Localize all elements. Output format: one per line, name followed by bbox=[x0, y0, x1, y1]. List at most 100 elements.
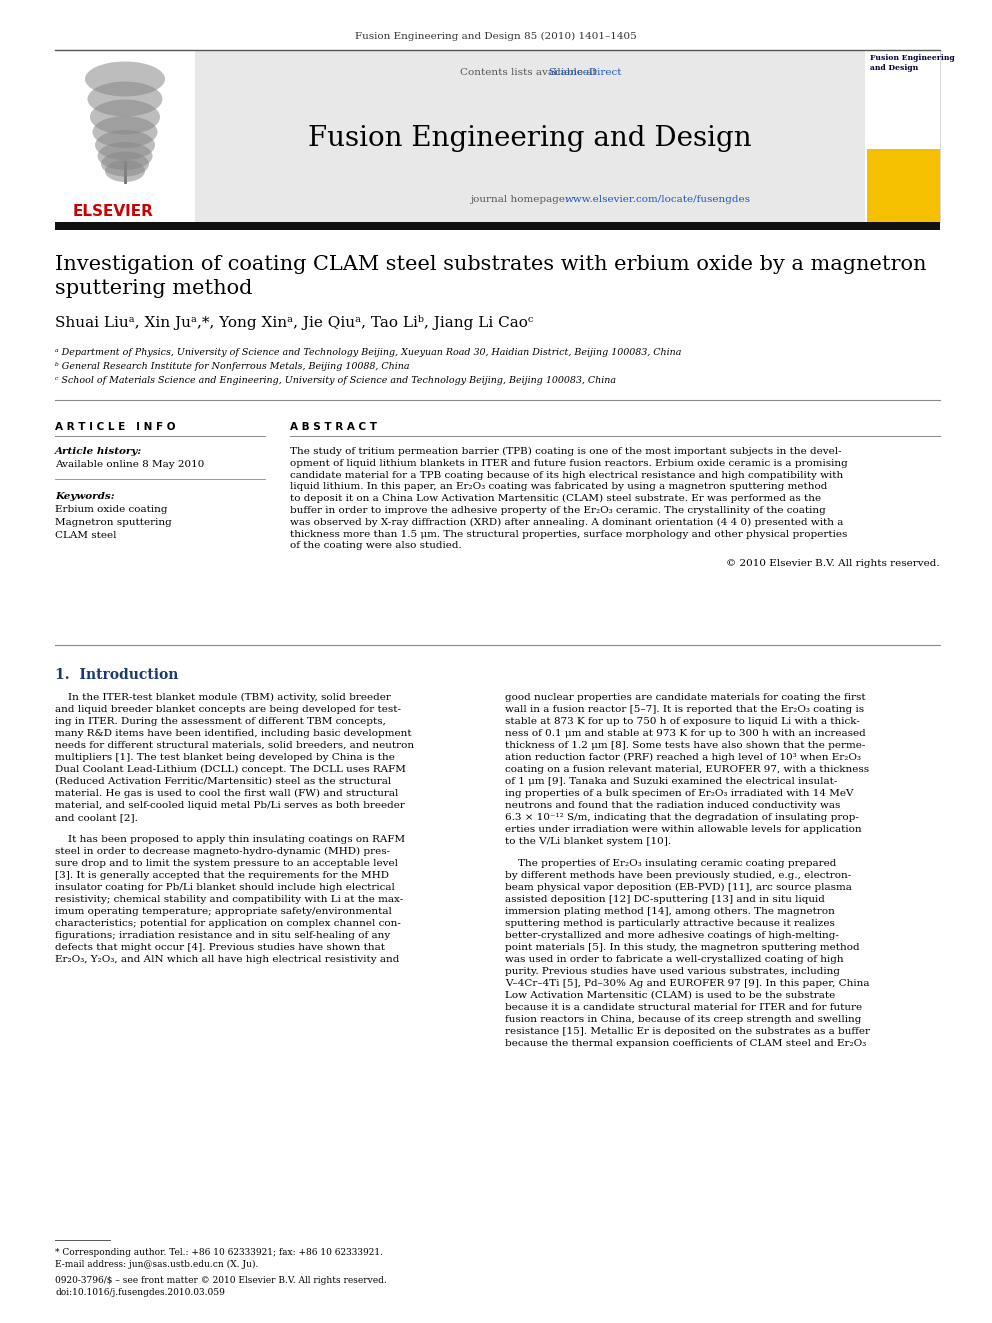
Text: multipliers [1]. The test blanket being developed by China is the: multipliers [1]. The test blanket being … bbox=[55, 753, 395, 762]
Text: thickness of 1.2 μm [8]. Some tests have also shown that the perme-: thickness of 1.2 μm [8]. Some tests have… bbox=[505, 741, 865, 750]
Text: Low Activation Martensitic (CLAM) is used to be the substrate: Low Activation Martensitic (CLAM) is use… bbox=[505, 991, 835, 1000]
Text: because the thermal expansion coefficients of CLAM steel and Er₂O₃: because the thermal expansion coefficien… bbox=[505, 1039, 866, 1048]
Text: Erbium oxide coating: Erbium oxide coating bbox=[55, 505, 168, 515]
Text: was observed by X-ray diffraction (XRD) after annealing. A dominant orientation : was observed by X-ray diffraction (XRD) … bbox=[290, 517, 843, 527]
Text: 6.3 × 10⁻¹² S/m, indicating that the degradation of insulating prop-: 6.3 × 10⁻¹² S/m, indicating that the deg… bbox=[505, 814, 859, 822]
Text: Available online 8 May 2010: Available online 8 May 2010 bbox=[55, 460, 204, 468]
Text: resistance [15]. Metallic Er is deposited on the substrates as a buffer: resistance [15]. Metallic Er is deposite… bbox=[505, 1027, 870, 1036]
Text: immersion plating method [14], among others. The magnetron: immersion plating method [14], among oth… bbox=[505, 906, 835, 916]
Text: Fusion Engineering: Fusion Engineering bbox=[870, 54, 954, 62]
Text: and Design: and Design bbox=[870, 64, 919, 71]
Text: insulator coating for Pb/Li blanket should include high electrical: insulator coating for Pb/Li blanket shou… bbox=[55, 882, 395, 892]
Text: material. He gas is used to cool the first wall (FW) and structural: material. He gas is used to cool the fir… bbox=[55, 789, 399, 798]
Ellipse shape bbox=[95, 130, 155, 160]
Text: opment of liquid lithium blankets in ITER and future fusion reactors. Erbium oxi: opment of liquid lithium blankets in ITE… bbox=[290, 459, 848, 468]
Text: ing properties of a bulk specimen of Er₂O₃ irradiated with 14 MeV: ing properties of a bulk specimen of Er₂… bbox=[505, 789, 853, 798]
Text: characteristics; potential for application on complex channel con-: characteristics; potential for applicati… bbox=[55, 918, 401, 927]
Ellipse shape bbox=[101, 152, 149, 176]
Text: [3]. It is generally accepted that the requirements for the MHD: [3]. It is generally accepted that the r… bbox=[55, 871, 389, 880]
Text: 0920-3796/$ – see front matter © 2010 Elsevier B.V. All rights reserved.: 0920-3796/$ – see front matter © 2010 El… bbox=[55, 1275, 387, 1285]
Text: buffer in order to improve the adhesive property of the Er₂O₃ ceramic. The cryst: buffer in order to improve the adhesive … bbox=[290, 505, 825, 515]
Text: A R T I C L E   I N F O: A R T I C L E I N F O bbox=[55, 422, 176, 433]
Text: ELSEVIER: ELSEVIER bbox=[73, 204, 154, 220]
Text: Keywords:: Keywords: bbox=[55, 492, 115, 501]
Text: coating on a fusion relevant material, EUROFER 97, with a thickness: coating on a fusion relevant material, E… bbox=[505, 765, 869, 774]
Text: figurations; irradiation resistance and in situ self-healing of any: figurations; irradiation resistance and … bbox=[55, 930, 390, 939]
Bar bbox=[195, 50, 865, 222]
Text: point materials [5]. In this study, the magnetron sputtering method: point materials [5]. In this study, the … bbox=[505, 942, 860, 951]
Text: ation reduction factor (PRF) reached a high level of 10³ when Er₂O₃: ation reduction factor (PRF) reached a h… bbox=[505, 753, 861, 762]
Ellipse shape bbox=[87, 82, 163, 116]
Text: neutrons and found that the radiation induced conductivity was: neutrons and found that the radiation in… bbox=[505, 800, 840, 810]
Bar bbox=[55, 222, 940, 230]
Text: needs for different structural materials, solid breeders, and neutron: needs for different structural materials… bbox=[55, 741, 414, 750]
Text: The properties of Er₂O₃ insulating ceramic coating prepared: The properties of Er₂O₃ insulating ceram… bbox=[505, 859, 836, 868]
Text: ScienceDirect: ScienceDirect bbox=[549, 67, 622, 77]
Text: better-crystallized and more adhesive coatings of high-melting-: better-crystallized and more adhesive co… bbox=[505, 930, 839, 939]
Text: was used in order to fabricate a well-crystallized coating of high: was used in order to fabricate a well-cr… bbox=[505, 955, 843, 963]
Text: because it is a candidate structural material for ITER and for future: because it is a candidate structural mat… bbox=[505, 1003, 862, 1012]
Text: resistivity; chemical stability and compatibility with Li at the max-: resistivity; chemical stability and comp… bbox=[55, 894, 404, 904]
Text: fusion reactors in China, because of its creep strength and swelling: fusion reactors in China, because of its… bbox=[505, 1015, 861, 1024]
Text: sputtering method: sputtering method bbox=[55, 279, 252, 298]
Text: steel in order to decrease magneto-hydro-dynamic (MHD) pres-: steel in order to decrease magneto-hydro… bbox=[55, 847, 390, 856]
Text: good nuclear properties are candidate materials for coating the first: good nuclear properties are candidate ma… bbox=[505, 693, 866, 703]
Text: candidate material for a TPB coating because of its high electrical resistance a: candidate material for a TPB coating bec… bbox=[290, 471, 843, 480]
Text: of the coating were also studied.: of the coating were also studied. bbox=[290, 541, 461, 550]
Text: ᶜ School of Materials Science and Engineering, University of Science and Technol: ᶜ School of Materials Science and Engine… bbox=[55, 376, 616, 385]
Text: purity. Previous studies have used various substrates, including: purity. Previous studies have used vario… bbox=[505, 967, 840, 975]
Text: Fusion Engineering and Design: Fusion Engineering and Design bbox=[309, 124, 752, 152]
Text: Er₂O₃, Y₂O₃, and AlN which all have high electrical resistivity and: Er₂O₃, Y₂O₃, and AlN which all have high… bbox=[55, 955, 400, 963]
Text: Magnetron sputtering: Magnetron sputtering bbox=[55, 519, 172, 527]
Text: beam physical vapor deposition (EB-PVD) [11], arc source plasma: beam physical vapor deposition (EB-PVD) … bbox=[505, 882, 852, 892]
Text: of 1 μm [9]. Tanaka and Suzuki examined the electrical insulat-: of 1 μm [9]. Tanaka and Suzuki examined … bbox=[505, 777, 837, 786]
Text: Investigation of coating CLAM steel substrates with erbium oxide by a magnetron: Investigation of coating CLAM steel subs… bbox=[55, 255, 927, 274]
Text: liquid lithium. In this paper, an Er₂O₃ coating was fabricated by using a magnet: liquid lithium. In this paper, an Er₂O₃ … bbox=[290, 483, 827, 491]
Text: erties under irradiation were within allowable levels for application: erties under irradiation were within all… bbox=[505, 826, 862, 833]
Text: material, and self-cooled liquid metal Pb/Li serves as both breeder: material, and self-cooled liquid metal P… bbox=[55, 800, 405, 810]
Ellipse shape bbox=[97, 142, 153, 169]
Bar bbox=[867, 50, 940, 149]
Bar bbox=[55, 50, 195, 222]
Text: www.elsevier.com/locate/fusengdes: www.elsevier.com/locate/fusengdes bbox=[565, 194, 751, 204]
Text: thickness more than 1.5 μm. The structural properties, surface morphology and ot: thickness more than 1.5 μm. The structur… bbox=[290, 529, 847, 538]
Text: defects that might occur [4]. Previous studies have shown that: defects that might occur [4]. Previous s… bbox=[55, 942, 385, 951]
Text: (Reduced Activation Ferritic/Martensitic) steel as the structural: (Reduced Activation Ferritic/Martensitic… bbox=[55, 777, 391, 786]
Text: A B S T R A C T: A B S T R A C T bbox=[290, 422, 377, 433]
Text: * Corresponding author. Tel.: +86 10 62333921; fax: +86 10 62333921.: * Corresponding author. Tel.: +86 10 623… bbox=[55, 1248, 383, 1257]
Text: E-mail address: jun@sas.ustb.edu.cn (X. Ju).: E-mail address: jun@sas.ustb.edu.cn (X. … bbox=[55, 1259, 258, 1269]
Text: Fusion Engineering and Design 85 (2010) 1401–1405: Fusion Engineering and Design 85 (2010) … bbox=[355, 32, 637, 41]
Text: ᵃ Department of Physics, University of Science and Technology Beijing, Xueyuan R: ᵃ Department of Physics, University of S… bbox=[55, 348, 682, 357]
Ellipse shape bbox=[92, 116, 158, 148]
Text: journal homepage:: journal homepage: bbox=[470, 194, 571, 204]
Ellipse shape bbox=[105, 160, 145, 183]
Bar bbox=[867, 149, 940, 222]
Text: to the V/Li blanket system [10].: to the V/Li blanket system [10]. bbox=[505, 837, 672, 845]
Text: © 2010 Elsevier B.V. All rights reserved.: © 2010 Elsevier B.V. All rights reserved… bbox=[726, 560, 940, 568]
Text: ᵇ General Research Institute for Nonferrous Metals, Beijing 10088, China: ᵇ General Research Institute for Nonferr… bbox=[55, 363, 410, 370]
Text: It has been proposed to apply thin insulating coatings on RAFM: It has been proposed to apply thin insul… bbox=[55, 835, 405, 844]
Text: and coolant [2].: and coolant [2]. bbox=[55, 814, 138, 822]
Text: sure drop and to limit the system pressure to an acceptable level: sure drop and to limit the system pressu… bbox=[55, 859, 398, 868]
Text: imum operating temperature; appropriate safety/environmental: imum operating temperature; appropriate … bbox=[55, 906, 392, 916]
Bar bbox=[865, 50, 940, 222]
Text: Contents lists available at: Contents lists available at bbox=[460, 67, 600, 77]
Ellipse shape bbox=[90, 99, 160, 135]
Text: Article history:: Article history: bbox=[55, 447, 142, 456]
Text: ness of 0.1 μm and stable at 973 K for up to 300 h with an increased: ness of 0.1 μm and stable at 973 K for u… bbox=[505, 729, 866, 738]
Text: CLAM steel: CLAM steel bbox=[55, 531, 116, 540]
Text: to deposit it on a China Low Activation Martensitic (CLAM) steel substrate. Er w: to deposit it on a China Low Activation … bbox=[290, 495, 821, 503]
Text: many R&D items have been identified, including basic development: many R&D items have been identified, inc… bbox=[55, 729, 412, 738]
Text: In the ITER-test blanket module (TBM) activity, solid breeder: In the ITER-test blanket module (TBM) ac… bbox=[55, 693, 391, 703]
Bar bbox=[867, 50, 940, 222]
Text: Shuai Liuᵃ, Xin Juᵃ,*, Yong Xinᵃ, Jie Qiuᵃ, Tao Liᵇ, Jiang Li Caoᶜ: Shuai Liuᵃ, Xin Juᵃ,*, Yong Xinᵃ, Jie Qi… bbox=[55, 315, 533, 329]
Text: sputtering method is particularly attractive because it realizes: sputtering method is particularly attrac… bbox=[505, 918, 835, 927]
Ellipse shape bbox=[85, 61, 165, 97]
Text: doi:10.1016/j.fusengdes.2010.03.059: doi:10.1016/j.fusengdes.2010.03.059 bbox=[55, 1289, 225, 1297]
Text: and liquid breeder blanket concepts are being developed for test-: and liquid breeder blanket concepts are … bbox=[55, 705, 401, 714]
Text: ing in ITER. During the assessment of different TBM concepts,: ing in ITER. During the assessment of di… bbox=[55, 717, 386, 726]
Text: The study of tritium permeation barrier (TPB) coating is one of the most importa: The study of tritium permeation barrier … bbox=[290, 447, 841, 456]
Text: 1.  Introduction: 1. Introduction bbox=[55, 668, 179, 681]
Text: by different methods have been previously studied, e.g., electron-: by different methods have been previousl… bbox=[505, 871, 851, 880]
Text: stable at 873 K for up to 750 h of exposure to liquid Li with a thick-: stable at 873 K for up to 750 h of expos… bbox=[505, 717, 860, 726]
